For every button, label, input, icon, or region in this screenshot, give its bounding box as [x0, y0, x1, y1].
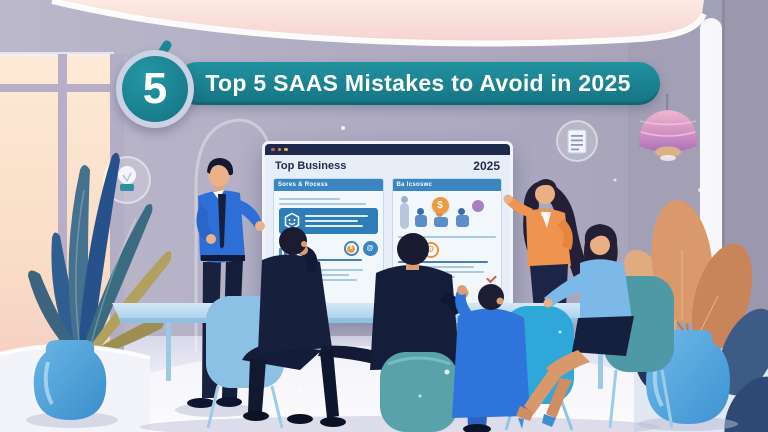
- seated-man-center: [318, 233, 469, 427]
- title-banner: Top 5 SAAS Mistakes to Avoid in 2025: [176, 62, 660, 105]
- pillar-edge: [722, 0, 725, 432]
- potted-plant-left: [0, 152, 172, 432]
- seated-man-left: [242, 227, 332, 424]
- figure-icon: [399, 196, 409, 229]
- window-control-dot: [284, 147, 288, 152]
- screen-titlebar: [265, 144, 510, 155]
- figure-icon: [455, 208, 469, 227]
- divider-line: [397, 236, 496, 238]
- card-left-title: Sores & Rocess: [274, 179, 383, 191]
- text-line: [279, 259, 362, 261]
- purple-dot-icon: [471, 200, 484, 212]
- document-icon: [556, 120, 598, 162]
- seated-man-blue-shirt: [452, 284, 530, 432]
- pendant-lamp: [639, 94, 697, 161]
- chair-teal-center: [380, 352, 458, 432]
- text-line: [279, 203, 366, 205]
- site-title: Top Business: [275, 160, 347, 172]
- coin-badge-icon: $: [343, 241, 359, 256]
- gauge-lines: [305, 266, 378, 284]
- badge-number-text: 5: [142, 64, 168, 113]
- panel-lines: [305, 212, 374, 230]
- at-badge-icon: @: [362, 241, 378, 256]
- dollar-coin-icon: $: [431, 197, 449, 214]
- ceiling-trim: [51, 0, 707, 47]
- banner-title-text: Top 5 SAAS Mistakes to Avoid in 2025: [205, 70, 631, 96]
- text-line: [397, 261, 489, 263]
- team-illustration: $: [398, 196, 497, 233]
- text-line: [397, 266, 475, 268]
- card-right-title: Ba Icsoswc: [392, 179, 501, 191]
- year-label: 2025: [473, 159, 500, 173]
- text-line: [279, 198, 341, 200]
- screen-header: Top Business 2025: [265, 155, 510, 175]
- number-badge: 5: [116, 50, 194, 128]
- ceiling-band: [52, 0, 704, 42]
- seated-woman-right: [516, 224, 634, 429]
- window-control-dot: [271, 147, 275, 152]
- figure-icon: [414, 208, 427, 227]
- window-control-dot: [277, 147, 281, 152]
- hanging-badges: $ @: [343, 241, 378, 256]
- wall-arch: [194, 118, 274, 352]
